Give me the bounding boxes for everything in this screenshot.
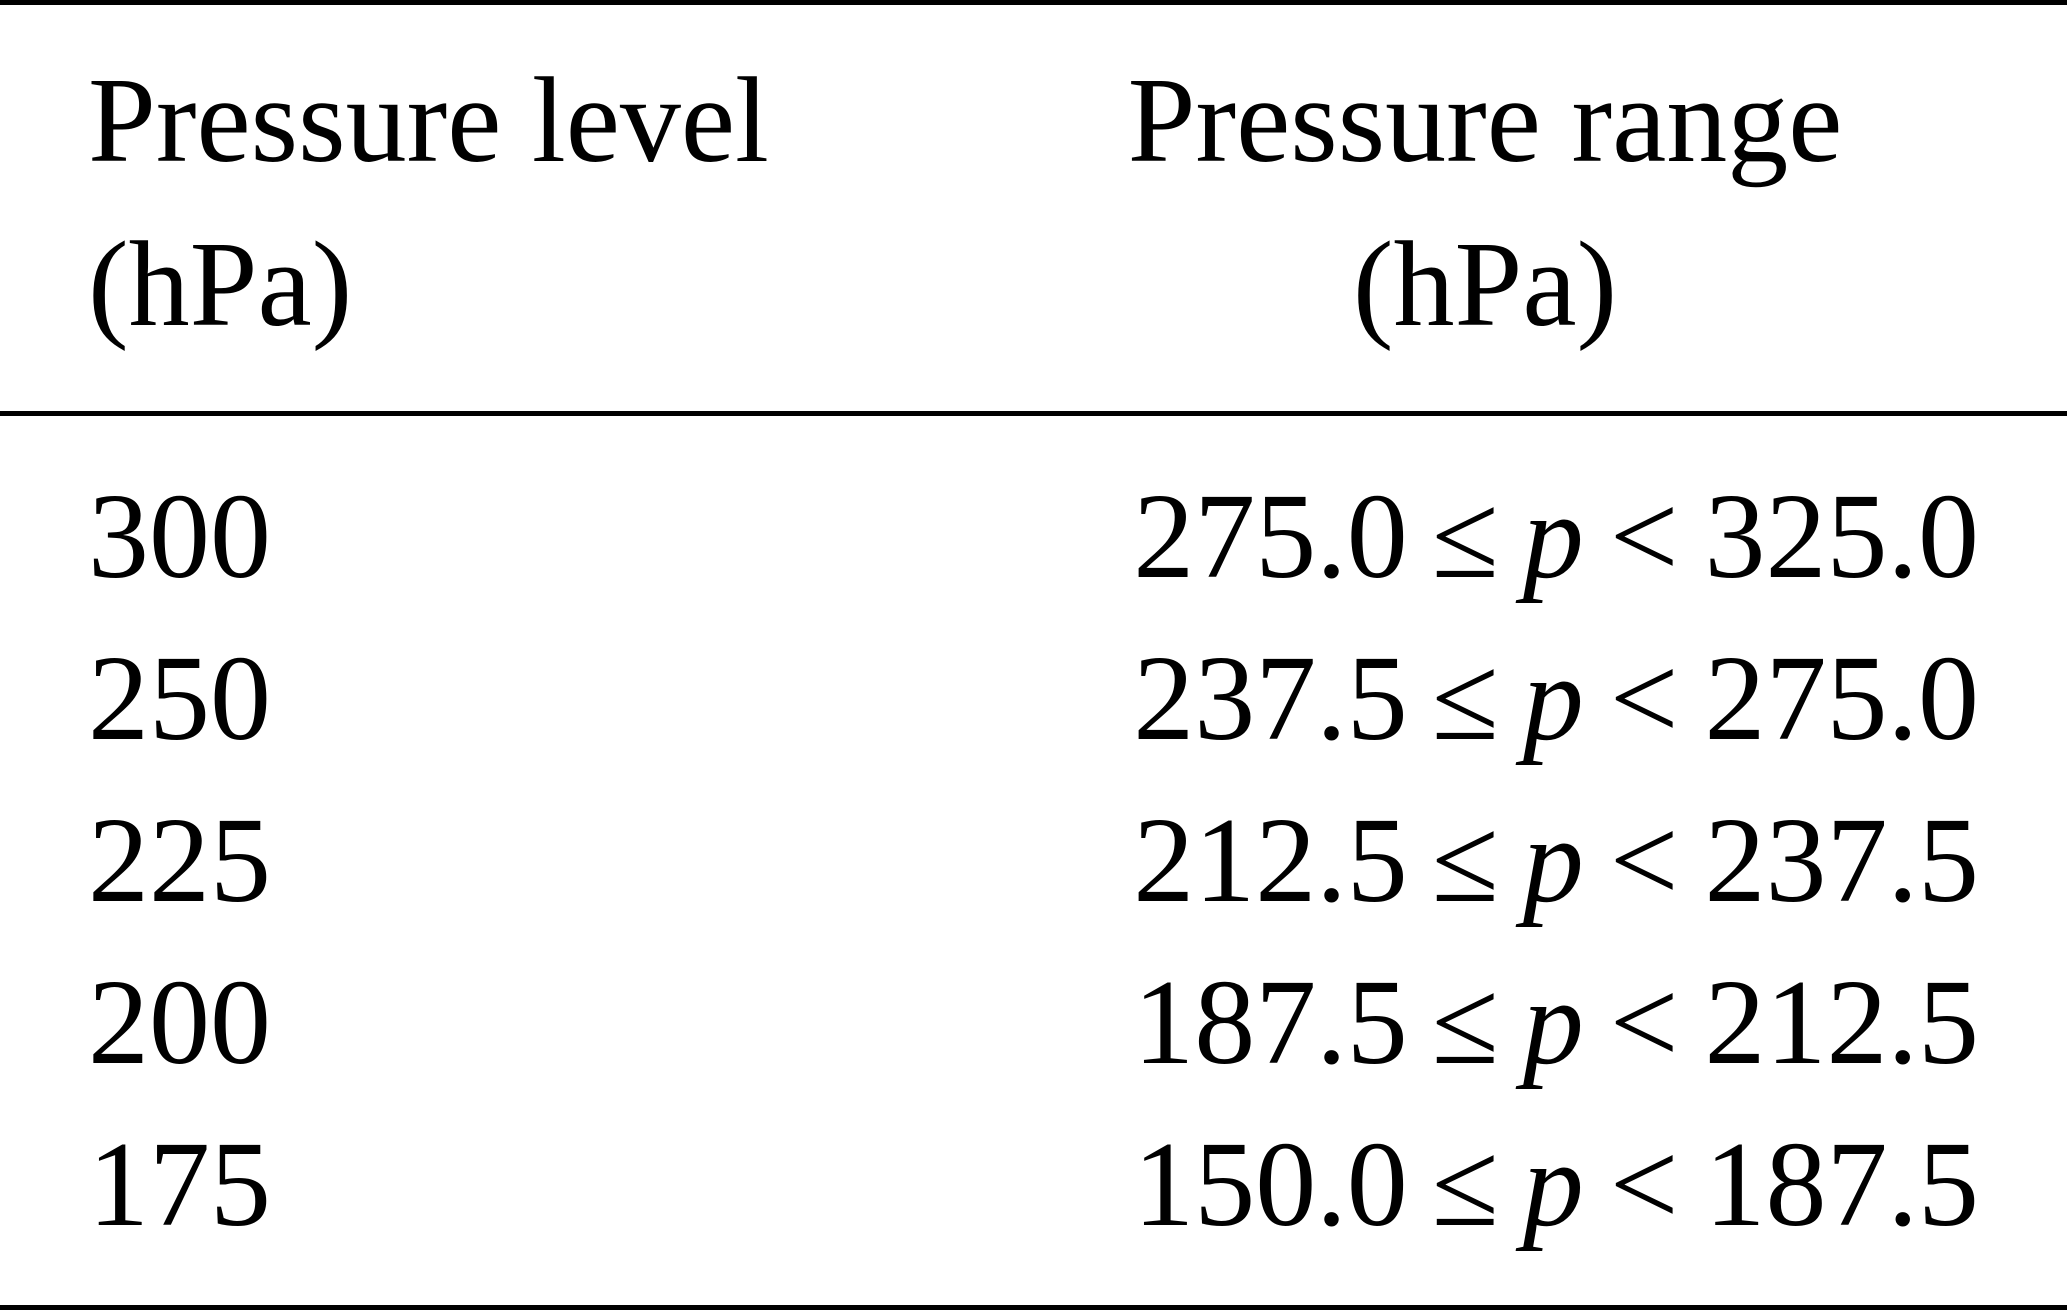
table-row-level: 200 xyxy=(88,955,271,1090)
table-row-range: 187.5 ≤ p <212.5 xyxy=(1133,962,1979,1084)
leq-symbol: ≤ xyxy=(1431,793,1499,928)
range-lower-bound: 212.5 xyxy=(1133,793,1408,928)
range-lower-bound: 150.0 xyxy=(1133,1117,1408,1252)
table-row-level: 300 xyxy=(88,469,271,604)
header-pressure-level: Pressure level xyxy=(88,53,769,188)
table-top-rule xyxy=(0,0,2067,5)
pressure-variable: p xyxy=(1522,1117,1584,1252)
pressure-variable: p xyxy=(1522,631,1584,766)
range-lower-bound: 237.5 xyxy=(1133,631,1408,766)
table-row-level: 250 xyxy=(88,631,271,766)
pressure-variable: p xyxy=(1522,955,1584,1090)
table-header-rule xyxy=(0,411,2067,416)
header-pressure-level-unit: (hPa) xyxy=(88,217,353,352)
leq-symbol: ≤ xyxy=(1431,955,1499,1090)
table-row-range: 150.0 ≤ p <187.5 xyxy=(1133,1124,1979,1246)
leq-symbol: ≤ xyxy=(1431,469,1499,604)
lt-symbol: < xyxy=(1609,631,1679,766)
lt-symbol: < xyxy=(1609,793,1679,928)
table-row-range: 237.5 ≤ p <275.0 xyxy=(1133,638,1979,760)
table-row-level: 225 xyxy=(88,793,271,928)
header-pressure-range: Pressure range xyxy=(1127,53,1843,188)
lt-symbol: < xyxy=(1609,469,1679,604)
range-upper-bound: 237.5 xyxy=(1704,793,1980,928)
lt-symbol: < xyxy=(1609,1117,1679,1252)
leq-symbol: ≤ xyxy=(1431,1117,1499,1252)
pressure-variable: p xyxy=(1522,469,1584,604)
table-row-level: 175 xyxy=(88,1117,271,1252)
range-lower-bound: 275.0 xyxy=(1133,469,1408,604)
range-lower-bound: 187.5 xyxy=(1133,955,1408,1090)
range-upper-bound: 212.5 xyxy=(1704,955,1980,1090)
pressure-variable: p xyxy=(1522,793,1584,928)
range-upper-bound: 275.0 xyxy=(1704,631,1980,766)
range-upper-bound: 325.0 xyxy=(1704,469,1980,604)
table-bottom-rule xyxy=(0,1305,2067,1310)
range-upper-bound: 187.5 xyxy=(1704,1117,1980,1252)
leq-symbol: ≤ xyxy=(1431,631,1499,766)
table-row-range: 212.5 ≤ p <237.5 xyxy=(1133,800,1979,922)
table-row-range: 275.0 ≤ p <325.0 xyxy=(1133,476,1979,598)
lt-symbol: < xyxy=(1609,955,1679,1090)
header-pressure-range-unit: (hPa) xyxy=(1352,217,1618,352)
